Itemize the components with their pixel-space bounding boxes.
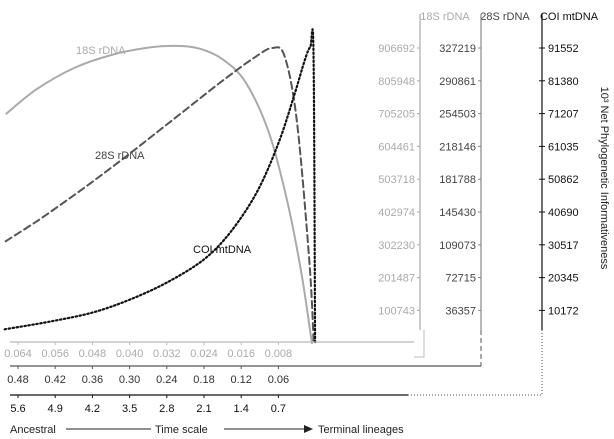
x-tick-label: 0.7 xyxy=(271,403,286,415)
x-tick-label: 0.42 xyxy=(44,374,65,386)
x-tick-label: 0.18 xyxy=(193,374,214,386)
x-tick-label: 0.30 xyxy=(119,374,140,386)
y-axes: 18S rDNA 28S rDNA COI mtDNA 906692 805948… xyxy=(378,11,599,330)
series-labels: 18S rDNA 28S rDNA COI mtDNA xyxy=(76,45,252,256)
y-axis-title-28s: 28S rDNA xyxy=(480,11,530,23)
x-tick-label: 0.24 xyxy=(156,374,177,386)
y-axis-title-18s: 18S rDNA xyxy=(420,11,470,23)
x-tick-label: 0.36 xyxy=(82,374,103,386)
caption-ancestral: Ancestral xyxy=(10,424,56,436)
y-tick-label: 254503 xyxy=(439,109,476,121)
x-tick-label: 1.4 xyxy=(234,403,249,415)
y-tick-label: 72715 xyxy=(445,273,476,285)
x-tick-label: 0.016 xyxy=(227,348,255,360)
y-tick-label: 20345 xyxy=(548,273,579,285)
y-tick-label: 10172 xyxy=(548,305,579,317)
y-tick-label: 145430 xyxy=(439,207,476,219)
x-tick-label: 4.9 xyxy=(48,403,63,415)
y-tick-label: 805948 xyxy=(378,76,415,88)
connector-lines xyxy=(408,330,543,396)
x-tick-label: 0.048 xyxy=(79,348,107,360)
y-tick-label: 705205 xyxy=(378,109,415,121)
x-tick-label: 0.032 xyxy=(153,348,181,360)
y-tick-label: 503718 xyxy=(378,174,415,186)
series-line xyxy=(3,28,317,345)
y-tick-label: 40690 xyxy=(548,207,579,219)
series-label-28s: 28S rDNA xyxy=(95,150,145,162)
y-tick-label: 36357 xyxy=(445,305,476,317)
x-tick-label: 0.008 xyxy=(265,348,293,360)
y-tick-label: 218146 xyxy=(439,141,476,153)
plot-area: 18S rDNA 28S rDNA COI mtDNA xyxy=(3,28,317,345)
x-tick-label: 0.48 xyxy=(7,374,28,386)
y-tick-label: 61035 xyxy=(548,141,579,153)
x-tick-label: 2.1 xyxy=(196,403,211,415)
y-tick-label: 181788 xyxy=(439,174,476,186)
y-tick-label: 327219 xyxy=(439,43,476,55)
series-label-coi: COI mtDNA xyxy=(193,244,252,256)
x-tick-label: 0.056 xyxy=(41,348,69,360)
x-tick-label: 5.6 xyxy=(10,403,25,415)
x-tick-label: 2.8 xyxy=(159,403,174,415)
y-tick-label: 906692 xyxy=(378,43,415,55)
series-line xyxy=(5,44,313,345)
arrow-icon xyxy=(304,425,313,433)
y-tick-label: 604461 xyxy=(378,141,415,153)
x-axes: 0.064 0.056 0.048 0.040 0.032 0.024 0.016 0.008… xyxy=(4,341,481,415)
y-tick-label: 402974 xyxy=(378,207,415,219)
y-tick-label: 302230 xyxy=(378,240,415,252)
caption-terminal: Terminal lineages xyxy=(318,424,404,436)
y-tick-label: 109073 xyxy=(439,240,476,252)
x-caption: Ancestral Time scale Terminal lineages xyxy=(10,424,404,436)
x-tick-label: 0.06 xyxy=(268,374,289,386)
x-tick-label: 0.12 xyxy=(230,374,251,386)
x-tick-label: 3.5 xyxy=(122,403,137,415)
y-tick-label: 201487 xyxy=(378,273,415,285)
y-tick-label: 71207 xyxy=(548,109,579,121)
y-tick-label: 91552 xyxy=(548,43,579,55)
x-tick-label: 4.2 xyxy=(85,403,100,415)
y-tick-label: 30517 xyxy=(548,240,579,252)
x-tick-label: 0.024 xyxy=(190,348,218,360)
x-tick-label: 0.040 xyxy=(116,348,144,360)
y-axis-title-coi: COI mtDNA xyxy=(540,11,599,23)
series-label-18s: 18S rDNA xyxy=(76,45,126,57)
y-axis-label: 10³ Net Phylogenetic Informativeness xyxy=(598,87,610,270)
series-line xyxy=(4,46,315,345)
caption-time-scale: Time scale xyxy=(155,424,208,436)
series-curves xyxy=(3,28,317,345)
x-tick-label: 0.064 xyxy=(4,348,32,360)
y-tick-label: 100743 xyxy=(378,305,415,317)
y-tick-label: 290861 xyxy=(439,76,476,88)
y-tick-label: 50862 xyxy=(548,174,579,186)
y-tick-label: 81380 xyxy=(548,76,579,88)
